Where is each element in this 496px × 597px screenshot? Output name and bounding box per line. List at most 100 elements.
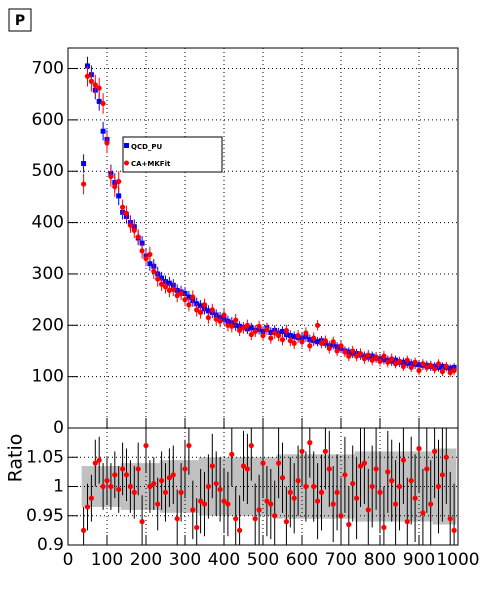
marker bbox=[159, 281, 165, 287]
marker bbox=[96, 457, 102, 463]
marker bbox=[393, 361, 399, 367]
marker bbox=[217, 318, 223, 324]
marker bbox=[435, 361, 442, 367]
marker bbox=[123, 472, 130, 478]
marker bbox=[272, 330, 278, 336]
marker bbox=[424, 466, 430, 472]
marker bbox=[127, 483, 133, 490]
marker bbox=[385, 469, 391, 475]
marker bbox=[428, 362, 434, 368]
legend-marker bbox=[124, 160, 129, 166]
x-tick-label: 300 bbox=[169, 550, 201, 570]
marker bbox=[315, 322, 321, 328]
marker bbox=[244, 322, 250, 328]
marker bbox=[369, 483, 375, 490]
marker bbox=[112, 472, 118, 478]
x-tick-label: 1000 bbox=[436, 550, 479, 570]
marker bbox=[213, 480, 219, 487]
marker bbox=[396, 483, 403, 490]
marker bbox=[81, 161, 87, 167]
marker bbox=[166, 475, 172, 481]
marker bbox=[240, 463, 247, 469]
marker bbox=[318, 340, 325, 346]
marker bbox=[201, 302, 208, 308]
marker bbox=[116, 193, 122, 199]
marker bbox=[135, 234, 141, 240]
legend bbox=[122, 136, 223, 173]
marker bbox=[361, 356, 367, 362]
marker bbox=[84, 73, 91, 79]
marker bbox=[385, 359, 391, 365]
marker bbox=[198, 498, 204, 504]
marker bbox=[342, 349, 348, 355]
uncertainty-band bbox=[144, 463, 149, 510]
y-tick-label: 500 bbox=[32, 161, 64, 181]
marker bbox=[240, 325, 247, 331]
marker bbox=[100, 100, 106, 107]
marker bbox=[389, 478, 395, 484]
marker bbox=[213, 316, 219, 322]
y-axis-title: Ratio bbox=[5, 434, 27, 483]
marker bbox=[112, 184, 118, 190]
marker bbox=[307, 343, 313, 349]
marker bbox=[260, 460, 266, 466]
x-tick-label: 600 bbox=[286, 550, 318, 570]
marker bbox=[299, 339, 305, 345]
marker bbox=[377, 358, 383, 364]
marker bbox=[451, 367, 457, 374]
x-tick-label: 200 bbox=[130, 550, 162, 570]
marker bbox=[432, 448, 438, 454]
marker bbox=[307, 337, 313, 343]
marker bbox=[412, 495, 418, 501]
marker bbox=[205, 308, 211, 314]
marker bbox=[143, 255, 149, 262]
uncertainty-band bbox=[307, 454, 313, 519]
marker bbox=[120, 204, 126, 210]
marker bbox=[104, 140, 110, 146]
marker bbox=[404, 519, 410, 525]
marker bbox=[252, 328, 258, 335]
marker bbox=[198, 309, 204, 316]
marker bbox=[84, 504, 91, 510]
x-tick-label: 500 bbox=[247, 550, 279, 570]
marker bbox=[201, 501, 208, 507]
marker bbox=[280, 328, 285, 334]
marker bbox=[147, 483, 153, 490]
marker bbox=[350, 348, 356, 354]
marker bbox=[287, 338, 293, 344]
marker bbox=[151, 480, 157, 487]
marker bbox=[170, 286, 176, 292]
marker bbox=[120, 466, 126, 472]
marker bbox=[420, 361, 426, 367]
marker bbox=[404, 357, 410, 363]
y-tick-label: 600 bbox=[32, 110, 64, 130]
marker bbox=[354, 495, 360, 501]
marker bbox=[147, 261, 153, 267]
marker bbox=[104, 478, 110, 484]
marker bbox=[159, 478, 165, 484]
marker bbox=[88, 78, 94, 84]
marker bbox=[233, 516, 239, 522]
marker bbox=[354, 353, 360, 359]
marker bbox=[283, 327, 289, 334]
marker bbox=[346, 521, 352, 528]
uncertainty-band bbox=[249, 457, 254, 516]
marker bbox=[116, 178, 122, 185]
y-tick-label: 1.05 bbox=[26, 447, 64, 467]
marker bbox=[315, 498, 321, 504]
marker bbox=[416, 445, 422, 452]
marker bbox=[151, 268, 157, 274]
y-tick-label: 400 bbox=[32, 213, 64, 233]
marker bbox=[373, 354, 379, 360]
marker bbox=[435, 483, 442, 490]
marker bbox=[96, 98, 102, 104]
uncertainty-band bbox=[140, 463, 145, 510]
marker bbox=[276, 460, 282, 466]
y-tick-label: 1 bbox=[53, 477, 64, 497]
marker bbox=[100, 483, 106, 490]
marker bbox=[400, 363, 406, 369]
marker bbox=[198, 303, 204, 309]
marker bbox=[361, 460, 367, 466]
marker bbox=[291, 340, 297, 346]
marker bbox=[439, 368, 445, 375]
